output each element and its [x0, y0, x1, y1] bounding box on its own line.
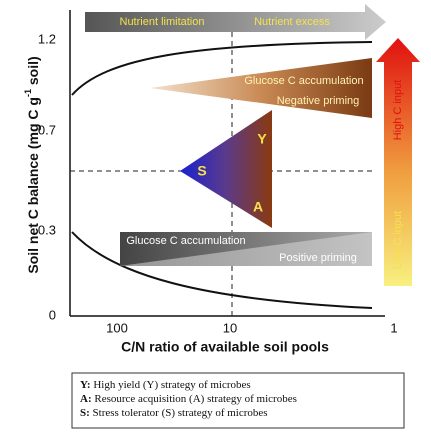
arrow-label: Nutrient limitation [120, 16, 205, 28]
strategy-triangle [180, 110, 272, 228]
lower-curve [71, 231, 373, 309]
y-tick-label: 0.7 [38, 122, 56, 137]
legend-text: High yield (Y) strategy of microbes [91, 379, 251, 391]
x-tick-label: 1 [390, 320, 397, 335]
y-tick-label: 0.3 [38, 222, 56, 237]
legend-entry: S: Stress tolerator (S) strategy of micr… [80, 407, 268, 419]
arrow-label: Nutrient excess [254, 16, 330, 28]
y-axis-label-part: soil) [25, 56, 41, 89]
legend-key: S: [80, 407, 90, 419]
x-tick-label: 10 [223, 320, 237, 335]
legend-box [71, 372, 405, 429]
legend-text: Resource acquisition (A) strategy of mic… [92, 393, 297, 405]
legend-key: A: [80, 393, 92, 405]
upper-wedge [150, 58, 372, 118]
x-axis-label: C/N ratio of available soil pools [121, 339, 329, 355]
legend-entry: A: Resource acquisition (A) strategy of … [80, 393, 297, 405]
legend-entry: Y: High yield (Y) strategy of microbes [80, 379, 251, 391]
y-axis-label-part: Soil net C balance (mg C g [25, 97, 41, 274]
y-tick-label: 0 [49, 307, 56, 322]
side-arrow [376, 38, 420, 286]
y-tick-label: 1.2 [38, 31, 56, 46]
y-axis-label-sup: -1 [23, 89, 33, 97]
wedge-label: Glucose C accumulation [244, 75, 363, 87]
lower-wedge-light [120, 232, 372, 266]
y-axis-label: Soil net C balance (mg C g-1 soil) [23, 56, 40, 273]
top-arrow [85, 4, 386, 40]
legend-key: Y: [80, 379, 91, 391]
side-label: High C input [392, 80, 404, 141]
triangle-label: S [197, 163, 206, 179]
side-label: Low C input [392, 211, 404, 269]
wedge-label: Glucose C accumulation [126, 235, 245, 247]
triangle-label: Y [257, 131, 267, 147]
wedge-label: Positive priming [279, 252, 357, 264]
upper-curve [71, 41, 373, 96]
legend-text: Stress tolerator (S) strategy of microbe… [90, 407, 268, 419]
x-tick-label: 100 [106, 320, 128, 335]
wedge-label: Negative priming [277, 95, 360, 107]
triangle-label: A [253, 199, 263, 215]
